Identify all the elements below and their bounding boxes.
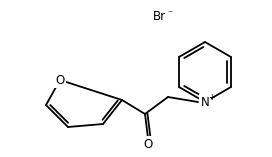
- Text: +: +: [208, 92, 215, 101]
- Text: O: O: [55, 73, 65, 87]
- Text: O: O: [143, 138, 153, 151]
- Text: N: N: [201, 95, 209, 108]
- Text: ⁻: ⁻: [167, 9, 172, 19]
- Text: Br: Br: [153, 11, 166, 24]
